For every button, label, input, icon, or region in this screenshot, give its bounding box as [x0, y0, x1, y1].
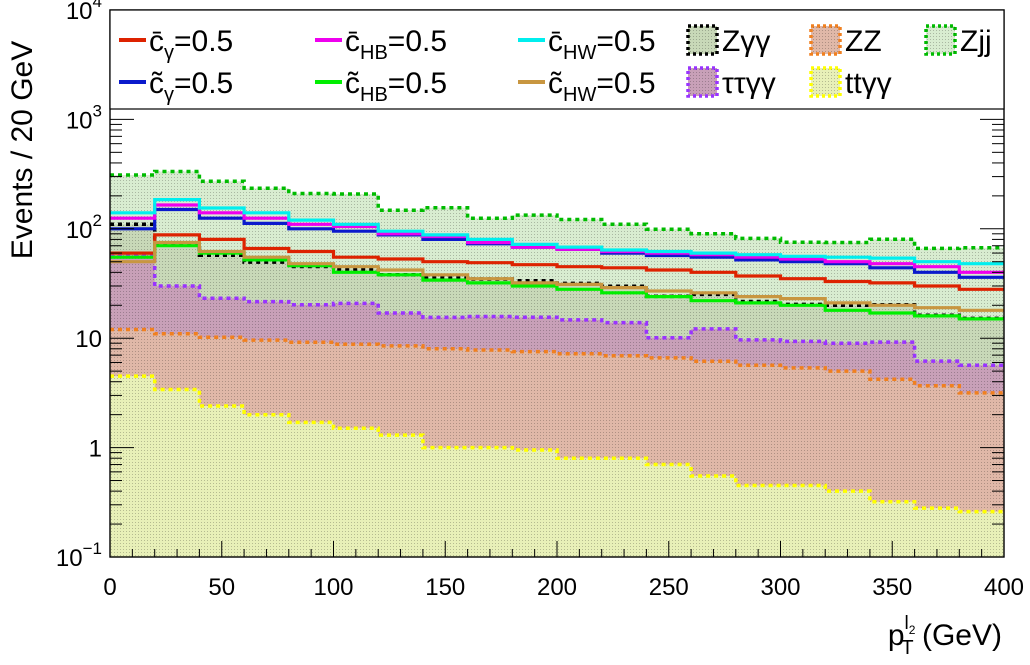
signal-lines	[110, 198, 1004, 321]
legend-label-ctilde_gamma: c̃γ=0.5	[149, 67, 233, 106]
x-tick-label: 50	[208, 574, 235, 601]
legend-label-ZZ: ZZ	[845, 25, 882, 58]
background-edge-tautaugg	[110, 252, 1004, 367]
signal-line-cbar_HW	[110, 198, 1004, 266]
legend-box	[109, 9, 1005, 110]
axis-titles: Events / 20 GeV pl2 T (GeV)	[6, 41, 1002, 659]
legend-label-ctilde_HB: c̃HB=0.5	[345, 67, 447, 106]
legend-label-cbar_HB: c̄HB=0.5	[345, 25, 447, 64]
signal-line-ctilde_HW	[110, 240, 1004, 312]
signal-line-cbar_gamma	[110, 233, 1004, 291]
legend-label-tautaugg: ττγγ	[722, 67, 776, 100]
x-tick-label: 200	[537, 574, 577, 601]
legend-swatch-texture-tautaugg	[688, 68, 717, 96]
legend-label-ttgg: ttγγ	[845, 67, 892, 100]
legend-label-cbar_gamma: c̄γ=0.5	[149, 25, 233, 64]
y-tick-label: 103	[66, 101, 102, 134]
y-tick-label: 10	[75, 326, 102, 353]
x-tick-label: 400	[984, 574, 1024, 601]
legend-swatch-texture-ttgg	[811, 68, 840, 96]
x-tick-label: 250	[649, 574, 689, 601]
background-edge-Zjj	[110, 169, 1004, 251]
y-tick-label: 10−1	[56, 539, 102, 572]
signal-line-ctilde_HB	[110, 244, 1004, 321]
legend-label-Zjj: Zjj	[960, 25, 992, 58]
background-edge-ttgg	[110, 374, 1004, 514]
legend-label-cbar_HW: c̄HW=0.5	[548, 25, 656, 64]
x-tick-label: 100	[313, 574, 353, 601]
x-axis-title: pl2 T (GeV)	[888, 613, 1002, 659]
x-tick-label: 300	[760, 574, 800, 601]
legend-swatch-texture-ZZ	[811, 26, 840, 54]
background-texture-ttgg	[110, 376, 1004, 557]
y-tick-label: 104	[66, 0, 102, 25]
legend-label-Zgg: Zγγ	[722, 25, 770, 58]
y-tick-label: 102	[66, 211, 102, 244]
legend-swatch-texture-Zgg	[688, 26, 717, 54]
x-tick-label: 350	[872, 574, 912, 601]
x-tick-label: 0	[103, 574, 116, 601]
legend: c̄γ=0.5 c̄HB=0.5 c̄HW=0.5 Zγγ ZZ Zjj c̃γ=0.5 c̃…	[109, 9, 1005, 110]
legend-swatch-texture-Zjj	[926, 26, 955, 54]
background-edge-ZZ	[110, 327, 1004, 395]
x-tick-label: 150	[425, 574, 465, 601]
y-axis-title: Events / 20 GeV	[6, 41, 39, 259]
y-tick-label: 1	[89, 436, 102, 463]
legend-label-ctilde_HW: c̃HW=0.5	[548, 67, 656, 106]
